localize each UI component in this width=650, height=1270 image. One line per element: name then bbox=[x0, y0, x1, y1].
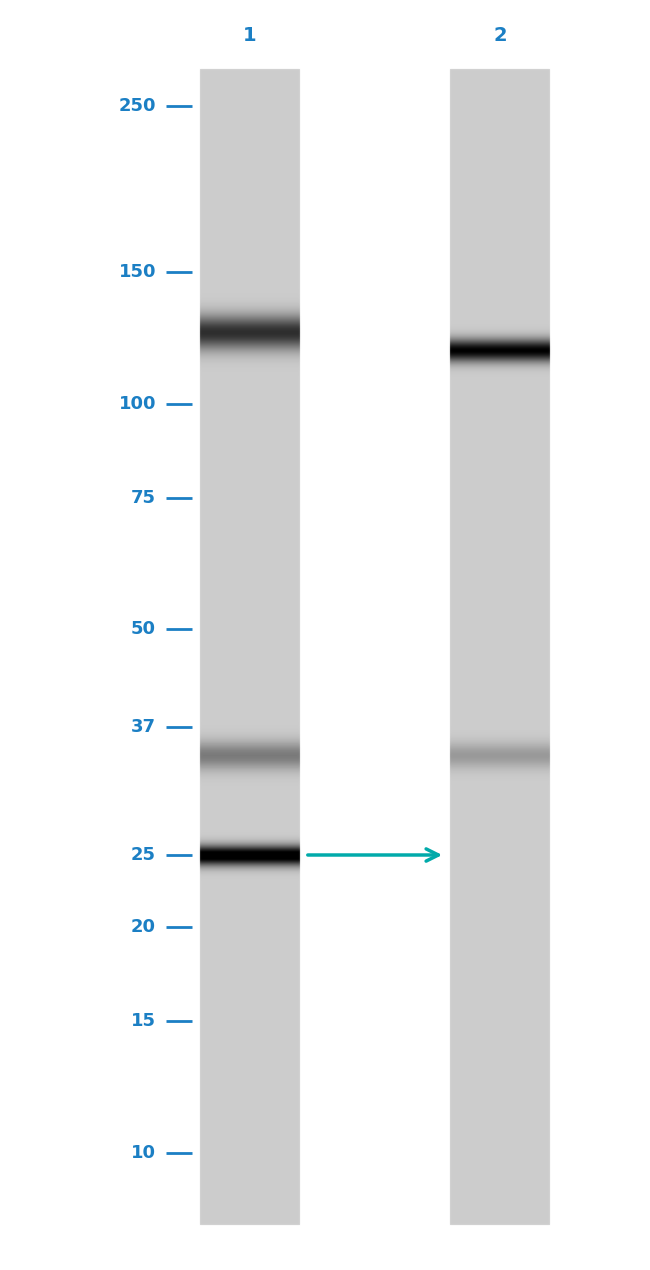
Text: 15: 15 bbox=[131, 1012, 156, 1030]
Text: 50: 50 bbox=[131, 620, 156, 638]
Text: 75: 75 bbox=[131, 489, 156, 507]
Text: 25: 25 bbox=[131, 846, 156, 864]
Text: 2: 2 bbox=[493, 27, 507, 44]
Text: 150: 150 bbox=[118, 263, 156, 281]
Text: 100: 100 bbox=[118, 395, 156, 413]
Text: 20: 20 bbox=[131, 918, 156, 936]
Text: 10: 10 bbox=[131, 1144, 156, 1162]
Text: 250: 250 bbox=[118, 97, 156, 116]
Text: 37: 37 bbox=[131, 718, 156, 737]
Text: 1: 1 bbox=[243, 27, 257, 44]
